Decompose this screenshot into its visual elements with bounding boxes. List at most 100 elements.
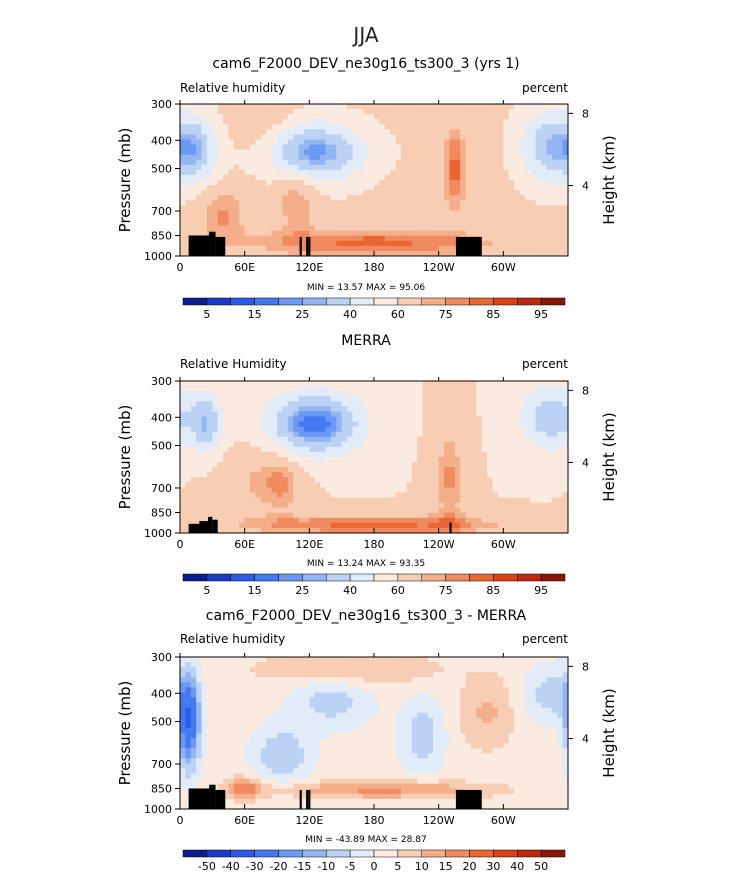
heatmap-cell (196, 503, 202, 508)
heatmap-cell (439, 523, 445, 528)
heatmap-cell (439, 170, 445, 175)
heatmap-cell (207, 124, 213, 129)
heatmap-cell (428, 145, 434, 150)
heatmap-cell (245, 677, 251, 682)
heatmap-cell (514, 236, 520, 241)
heatmap-cell (191, 774, 197, 779)
heatmap-cell (255, 498, 261, 503)
heatmap-cell (363, 508, 369, 513)
heatmap-cell (207, 657, 213, 662)
heatmap-cell (223, 779, 229, 784)
heatmap-cell (342, 447, 348, 452)
heatmap-cell (191, 513, 197, 518)
heatmap-cell (476, 503, 482, 508)
heatmap-cell (514, 518, 520, 523)
heatmap-cell (336, 437, 342, 442)
heatmap-cell (336, 134, 342, 139)
heatmap-cell (363, 129, 369, 134)
heatmap-cell (449, 447, 455, 452)
heatmap-cell (509, 442, 515, 447)
heatmap-cell (369, 129, 375, 134)
heatmap-cell (223, 708, 229, 713)
heatmap-cell (401, 165, 407, 170)
heatmap-cell (266, 523, 272, 528)
heatmap-cell (379, 462, 385, 467)
heatmap-cell (487, 185, 493, 190)
heatmap-cell (428, 523, 434, 528)
heatmap-cell (552, 498, 558, 503)
heatmap-cell (272, 467, 278, 472)
heatmap-cell (245, 763, 251, 768)
heatmap-cell (406, 467, 412, 472)
heatmap-cell (331, 109, 337, 114)
heatmap-cell (374, 513, 380, 518)
heatmap-cell (202, 215, 208, 220)
heatmap-cell (379, 442, 385, 447)
heatmap-cell (466, 124, 472, 129)
heatmap-cell (390, 411, 396, 416)
heatmap-cell (385, 150, 391, 155)
heatmap-cell (476, 432, 482, 437)
heatmap-cell (261, 134, 267, 139)
heatmap-cell (191, 396, 197, 401)
heatmap-cell (460, 518, 466, 523)
heatmap-cell (471, 492, 477, 497)
heatmap-cell (245, 416, 251, 421)
heatmap-cell (207, 401, 213, 406)
heatmap-cell (266, 452, 272, 457)
heatmap-cell (299, 452, 305, 457)
heatmap-cell (369, 165, 375, 170)
heatmap-cell (358, 457, 364, 462)
heatmap-cell (347, 129, 353, 134)
heatmap-cell (401, 416, 407, 421)
heatmap-cell (218, 195, 224, 200)
heatmap-cell (282, 513, 288, 518)
heatmap-cell (223, 442, 229, 447)
heatmap-cell (191, 185, 197, 190)
heatmap-cell (207, 728, 213, 733)
heatmap-cell (191, 492, 197, 497)
heatmap-cell (557, 155, 563, 160)
heatmap-cell (255, 728, 261, 733)
heatmap-cell (207, 708, 213, 713)
heatmap-cell (315, 482, 321, 487)
heatmap-cell (530, 406, 536, 411)
heatmap-cell (309, 129, 315, 134)
heatmap-cell (342, 513, 348, 518)
heatmap-cell (245, 708, 251, 713)
heatmap-cell (514, 124, 520, 129)
heatmap-cell (207, 703, 213, 708)
heatmap-cell (379, 452, 385, 457)
heatmap-cell (552, 492, 558, 497)
heatmap-cell (352, 503, 358, 508)
heatmap-cell (358, 437, 364, 442)
heatmap-cell (202, 104, 208, 109)
heatmap-cell (347, 452, 353, 457)
heatmap-cell (293, 447, 299, 452)
heatmap-cell (272, 723, 278, 728)
heatmap-cell (277, 119, 283, 124)
colorbar-swatch (255, 298, 279, 305)
heatmap-cell (342, 195, 348, 200)
heatmap-cell (433, 401, 439, 406)
heatmap-cell (503, 462, 509, 467)
heatmap-cell (229, 774, 235, 779)
heatmap-cell (498, 487, 504, 492)
heatmap-cell (196, 718, 202, 723)
heatmap-cell (530, 104, 536, 109)
heatmap-cell (255, 503, 261, 508)
heatmap-cell (406, 195, 412, 200)
heatmap-cell (514, 215, 520, 220)
heatmap-cell (196, 422, 202, 427)
heatmap-cell (449, 124, 455, 129)
heatmap-cell (191, 733, 197, 738)
heatmap-cell (352, 104, 358, 109)
heatmap-cell (250, 406, 256, 411)
heatmap-cell (218, 221, 224, 226)
heatmap-cell (212, 492, 218, 497)
heatmap-cell (412, 401, 418, 406)
heatmap-cell (315, 518, 321, 523)
heatmap-cell (277, 523, 283, 528)
heatmap-cell (229, 190, 235, 195)
heatmap-cell (520, 180, 526, 185)
